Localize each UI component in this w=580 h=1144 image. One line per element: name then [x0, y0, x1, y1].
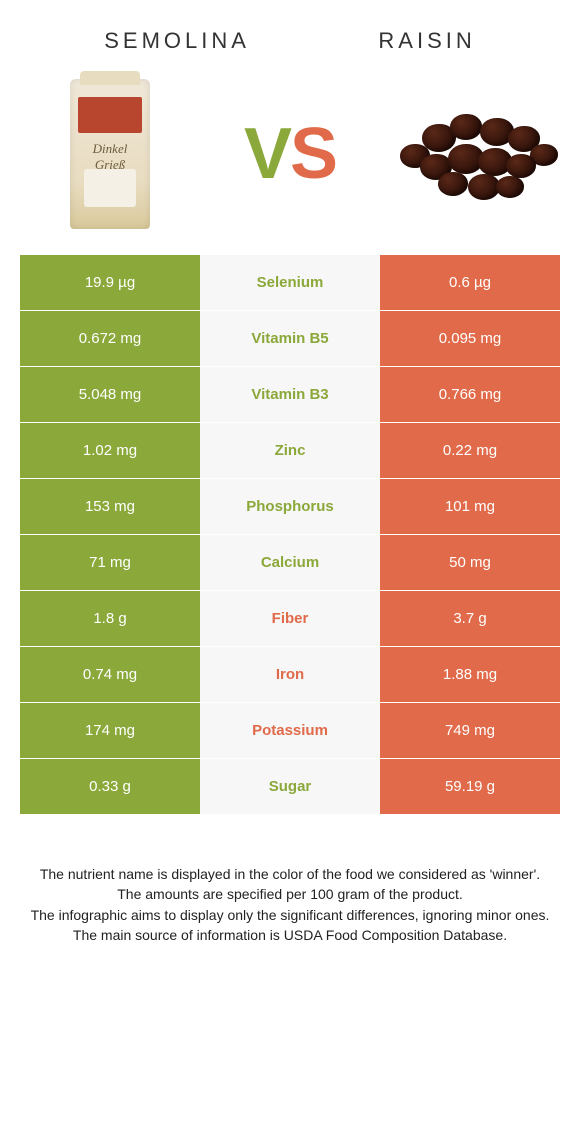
table-row: 1.02 mgZinc0.22 mg [20, 422, 560, 478]
right-value-cell: 0.095 mg [380, 311, 560, 366]
right-value-cell: 50 mg [380, 535, 560, 590]
left-value-cell: 0.74 mg [20, 647, 200, 702]
table-row: 0.672 mgVitamin B50.095 mg [20, 310, 560, 366]
nutrient-name-cell: Zinc [200, 423, 380, 478]
footer-line: The nutrient name is displayed in the co… [30, 864, 550, 884]
right-value-cell: 0.22 mg [380, 423, 560, 478]
vs-v-letter: V [244, 114, 290, 194]
footer-notes: The nutrient name is displayed in the co… [0, 814, 580, 965]
right-value-cell: 749 mg [380, 703, 560, 758]
right-value-cell: 0.6 µg [380, 255, 560, 310]
footer-line: The main source of information is USDA F… [30, 925, 550, 945]
left-value-cell: 5.048 mg [20, 367, 200, 422]
right-food-title: Raisin [378, 28, 475, 54]
right-value-cell: 0.766 mg [380, 367, 560, 422]
nutrient-name-cell: Selenium [200, 255, 380, 310]
footer-line: The amounts are specified per 100 gram o… [30, 884, 550, 904]
table-row: 5.048 mgVitamin B30.766 mg [20, 366, 560, 422]
table-row: 0.74 mgIron1.88 mg [20, 646, 560, 702]
footer-line: The infographic aims to display only the… [30, 905, 550, 925]
left-value-cell: 1.8 g [20, 591, 200, 646]
left-value-cell: 71 mg [20, 535, 200, 590]
nutrient-name-cell: Vitamin B5 [200, 311, 380, 366]
raisin-image [390, 74, 550, 234]
nutrient-name-cell: Iron [200, 647, 380, 702]
right-value-cell: 3.7 g [380, 591, 560, 646]
left-value-cell: 0.672 mg [20, 311, 200, 366]
table-row: 19.9 µgSelenium0.6 µg [20, 254, 560, 310]
table-row: 0.33 gSugar59.19 g [20, 758, 560, 814]
left-value-cell: 19.9 µg [20, 255, 200, 310]
nutrient-name-cell: Vitamin B3 [200, 367, 380, 422]
comparison-images-row: DinkelGrieß VS [0, 64, 580, 254]
nutrient-name-cell: Calcium [200, 535, 380, 590]
header: Semolina Raisin [0, 0, 580, 64]
raisins-icon [390, 104, 550, 204]
vs-s-letter: S [290, 114, 336, 194]
semolina-bag-icon: DinkelGrieß [70, 79, 150, 229]
table-row: 174 mgPotassium749 mg [20, 702, 560, 758]
left-value-cell: 174 mg [20, 703, 200, 758]
nutrient-name-cell: Fiber [200, 591, 380, 646]
nutrient-name-cell: Potassium [200, 703, 380, 758]
right-value-cell: 1.88 mg [380, 647, 560, 702]
right-value-cell: 101 mg [380, 479, 560, 534]
table-row: 71 mgCalcium50 mg [20, 534, 560, 590]
nutrient-comparison-table: 19.9 µgSelenium0.6 µg0.672 mgVitamin B50… [20, 254, 560, 814]
table-row: 1.8 gFiber3.7 g [20, 590, 560, 646]
nutrient-name-cell: Phosphorus [200, 479, 380, 534]
nutrient-name-cell: Sugar [200, 759, 380, 814]
vs-label: VS [244, 113, 336, 195]
left-food-title: Semolina [104, 28, 250, 54]
left-value-cell: 153 mg [20, 479, 200, 534]
left-value-cell: 1.02 mg [20, 423, 200, 478]
right-value-cell: 59.19 g [380, 759, 560, 814]
semolina-image: DinkelGrieß [30, 74, 190, 234]
left-value-cell: 0.33 g [20, 759, 200, 814]
table-row: 153 mgPhosphorus101 mg [20, 478, 560, 534]
